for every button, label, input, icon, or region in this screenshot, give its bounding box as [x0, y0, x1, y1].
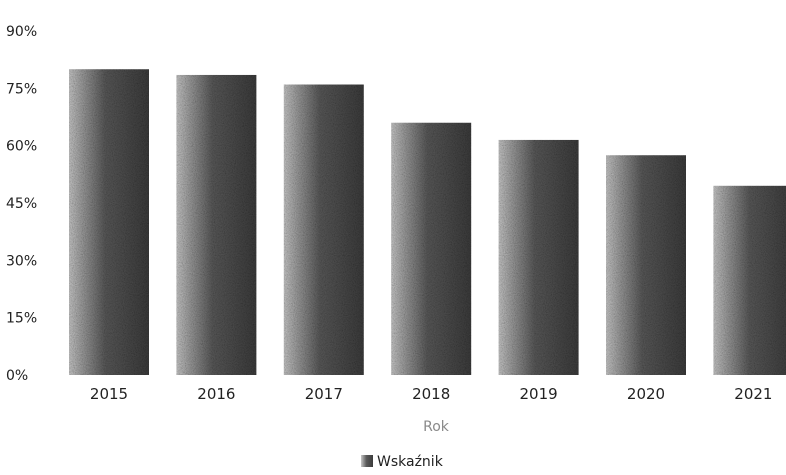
bar — [606, 155, 686, 375]
y-tick-label: 45% — [6, 196, 37, 212]
x-tick-label: 2021 — [734, 385, 772, 403]
bar — [498, 139, 579, 375]
y-tick-label: 90% — [6, 24, 37, 40]
bar — [283, 84, 364, 375]
y-tick-label: 30% — [6, 253, 37, 269]
legend-swatch — [361, 455, 373, 467]
x-tick-label: 2016 — [197, 385, 235, 403]
y-tick-label: 75% — [6, 81, 37, 97]
x-tick-label: 2015 — [90, 385, 128, 403]
y-tick-label: 0% — [6, 368, 28, 384]
y-tick-label: 60% — [6, 139, 37, 155]
bars — [69, 69, 786, 375]
y-tick-label: 15% — [6, 311, 37, 327]
x-tick-label: 2017 — [305, 385, 343, 403]
legend: Wskaźnik — [361, 454, 444, 470]
x-axis: 2015 2016 2017 2018 2019 2020 2021 — [90, 385, 773, 403]
bar — [391, 122, 472, 375]
bar — [176, 74, 257, 375]
bar — [69, 69, 149, 375]
bar — [713, 185, 786, 375]
x-tick-label: 2018 — [412, 385, 450, 403]
x-tick-label: 2019 — [520, 385, 558, 403]
legend-label: Wskaźnik — [377, 454, 444, 470]
y-axis: 0% 15% 30% 45% 60% 75% 90% — [6, 24, 37, 384]
x-axis-title: Rok — [423, 419, 450, 435]
x-tick-label: 2020 — [627, 385, 665, 403]
